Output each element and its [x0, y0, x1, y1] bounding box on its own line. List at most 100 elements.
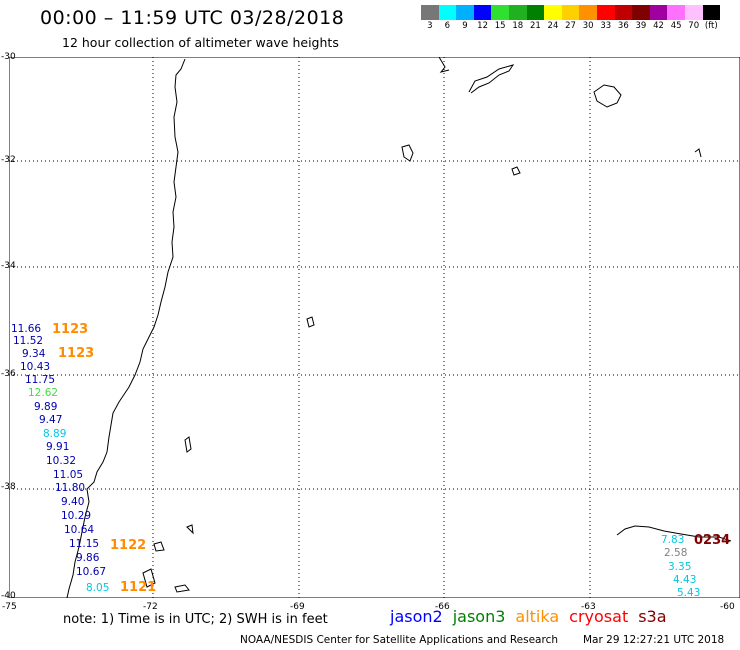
legend-label: 36	[617, 21, 629, 31]
lake-small-5	[186, 524, 194, 535]
chile-coastline	[66, 58, 186, 598]
units-note: note: 1) Time is in UTC; 2) SWH is in fe…	[63, 612, 328, 627]
legend-label: 24	[547, 21, 559, 31]
lat-label: -40	[1, 591, 16, 601]
wave-height-label: 11.75	[25, 374, 56, 386]
wave-height-label: 11.52	[13, 335, 44, 347]
legend-label: 30	[582, 21, 594, 31]
wave-height-label: 9.40	[61, 496, 85, 508]
legend-label: 42	[653, 21, 664, 31]
legend-label: 45	[670, 21, 682, 31]
legend-swatch	[614, 5, 633, 20]
legend-swatch	[438, 5, 457, 20]
lake-small-8	[142, 568, 156, 588]
lat-label: -34	[1, 261, 16, 271]
color-legend	[421, 5, 721, 20]
pass-time-label: 1122	[110, 538, 147, 553]
legend-label: 12	[477, 21, 488, 31]
credit-text: NOAA/NESDIS Center for Satellite Applica…	[240, 634, 558, 646]
lon-label: -66	[435, 602, 450, 612]
generated-timestamp: Mar 29 12:27:21 UTC 2018	[583, 634, 725, 646]
coastlines	[66, 57, 732, 598]
wave-height-label: 9.86	[76, 552, 100, 564]
wave-height-label: 11.80	[55, 482, 86, 494]
pass-time-label: 1121	[120, 580, 157, 595]
wave-height-label: 8.05	[86, 582, 110, 594]
satellite-name: jason3	[452, 607, 506, 626]
legend-swatch	[667, 5, 685, 20]
argentina-coastline-bay	[468, 64, 515, 94]
wave-height-label: 10.29	[61, 510, 92, 522]
lat-label: -30	[1, 52, 16, 62]
wave-height-label: 11.15	[69, 538, 100, 550]
lake-small-7	[174, 584, 190, 593]
lake-small-3	[306, 316, 315, 328]
legend-label: 33	[600, 21, 612, 31]
lake-west	[401, 144, 414, 162]
legend-label: 9	[462, 21, 468, 31]
legend-label: 18	[512, 21, 524, 31]
map-plot-area	[9, 57, 740, 598]
legend-swatch	[421, 5, 439, 20]
lon-label: -72	[143, 602, 158, 612]
lon-label: -60	[720, 602, 735, 612]
satellite-name: s3a	[638, 607, 667, 626]
pass-time-label: 1123	[52, 322, 89, 337]
wave-height-label: 8.89	[43, 428, 67, 440]
lake-small-1	[511, 166, 521, 176]
legend-label: 27	[565, 21, 576, 31]
wave-height-label: 5.43	[677, 587, 701, 599]
lat-label: -32	[1, 155, 16, 165]
cordoba-lake	[593, 84, 622, 108]
wave-height-label: 10.67	[76, 566, 107, 578]
pass-time-label: 1123	[58, 346, 95, 361]
satellite-name: cryosat	[569, 607, 629, 626]
legend-swatch	[491, 5, 509, 20]
wave-height-label: 9.34	[22, 348, 46, 360]
legend-label: (ft)	[704, 21, 718, 31]
legend-swatch	[596, 5, 615, 20]
legend-label: 6	[444, 21, 451, 31]
legend-swatch	[579, 5, 597, 20]
wave-height-label: 10.64	[64, 524, 95, 536]
lake-small-6	[153, 541, 165, 552]
legend-label: 39	[635, 21, 647, 31]
pass-time-label: 0234	[694, 533, 731, 548]
satellite-legend: jason2 jason3 altika cryosat s3a	[390, 607, 667, 626]
map-frame	[9, 57, 740, 598]
wave-height-label: 2.58	[664, 547, 688, 559]
satellite-name: altika	[515, 607, 560, 626]
lon-label: -63	[581, 602, 596, 612]
argentina-coastline-north	[438, 57, 450, 73]
wave-height-label: 11.05	[53, 469, 84, 481]
wave-height-label: 10.43	[20, 361, 51, 373]
legend-swatch	[561, 5, 580, 20]
legend-swatch	[649, 5, 668, 20]
legend-swatch	[456, 5, 474, 20]
legend-swatch	[632, 5, 650, 20]
lat-label: -36	[1, 369, 16, 379]
wave-height-label: 12.62	[28, 387, 59, 399]
legend-swatch	[684, 5, 703, 20]
legend-label: 21	[529, 21, 541, 31]
lake-small-2	[694, 148, 702, 158]
page-subtitle: 12 hour collection of altimeter wave hei…	[62, 35, 339, 50]
wave-height-label: 9.91	[46, 441, 70, 453]
legend-swatch	[473, 5, 492, 20]
wave-height-label: 9.47	[39, 414, 63, 426]
lat-label: -38	[1, 482, 16, 492]
grid-lines	[9, 57, 740, 598]
wave-height-label: 7.83	[661, 534, 685, 546]
legend-swatch	[508, 5, 527, 20]
legend-label: 15	[494, 21, 506, 31]
wave-height-label: 11.66	[11, 323, 42, 335]
legend-swatch	[544, 5, 562, 20]
buenos-aires-coast	[616, 525, 732, 542]
lon-label: -69	[290, 602, 305, 612]
page-title: 00:00 – 11:59 UTC 03/28/2018	[40, 7, 345, 29]
wave-height-label: 4.43	[673, 574, 697, 586]
legend-label: 3	[427, 21, 433, 31]
color-legend-labels: 3 6 9 12 15 18 21 24 27 30 33 36 39 42 45 70 (ft)	[421, 21, 720, 33]
legend-swatch	[702, 5, 721, 20]
